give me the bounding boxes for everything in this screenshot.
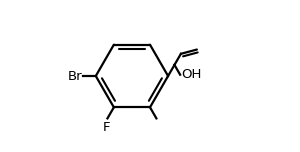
Text: OH: OH	[181, 68, 202, 81]
Text: Br: Br	[68, 69, 82, 83]
Text: F: F	[103, 121, 110, 134]
